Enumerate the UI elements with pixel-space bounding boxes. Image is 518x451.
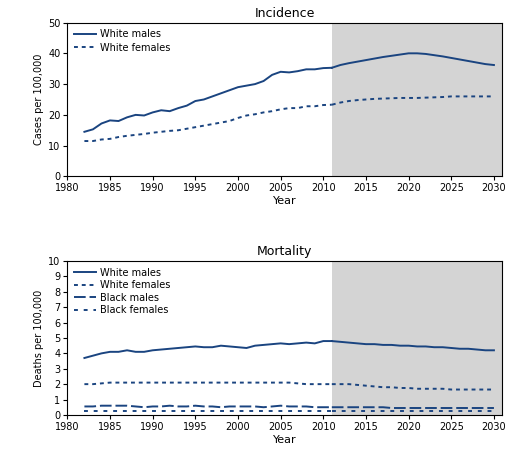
X-axis label: Year: Year <box>273 196 297 206</box>
Legend: White males, White females: White males, White females <box>72 28 172 55</box>
X-axis label: Year: Year <box>273 435 297 445</box>
Title: Mortality: Mortality <box>257 245 312 258</box>
Y-axis label: Deaths per 100,000: Deaths per 100,000 <box>34 290 44 387</box>
Title: Incidence: Incidence <box>255 7 315 20</box>
Y-axis label: Cases per 100,000: Cases per 100,000 <box>34 54 44 145</box>
Bar <box>332 23 502 176</box>
Legend: White males, White females, Black males, Black females: White males, White females, Black males,… <box>72 266 172 317</box>
Bar <box>332 261 502 415</box>
